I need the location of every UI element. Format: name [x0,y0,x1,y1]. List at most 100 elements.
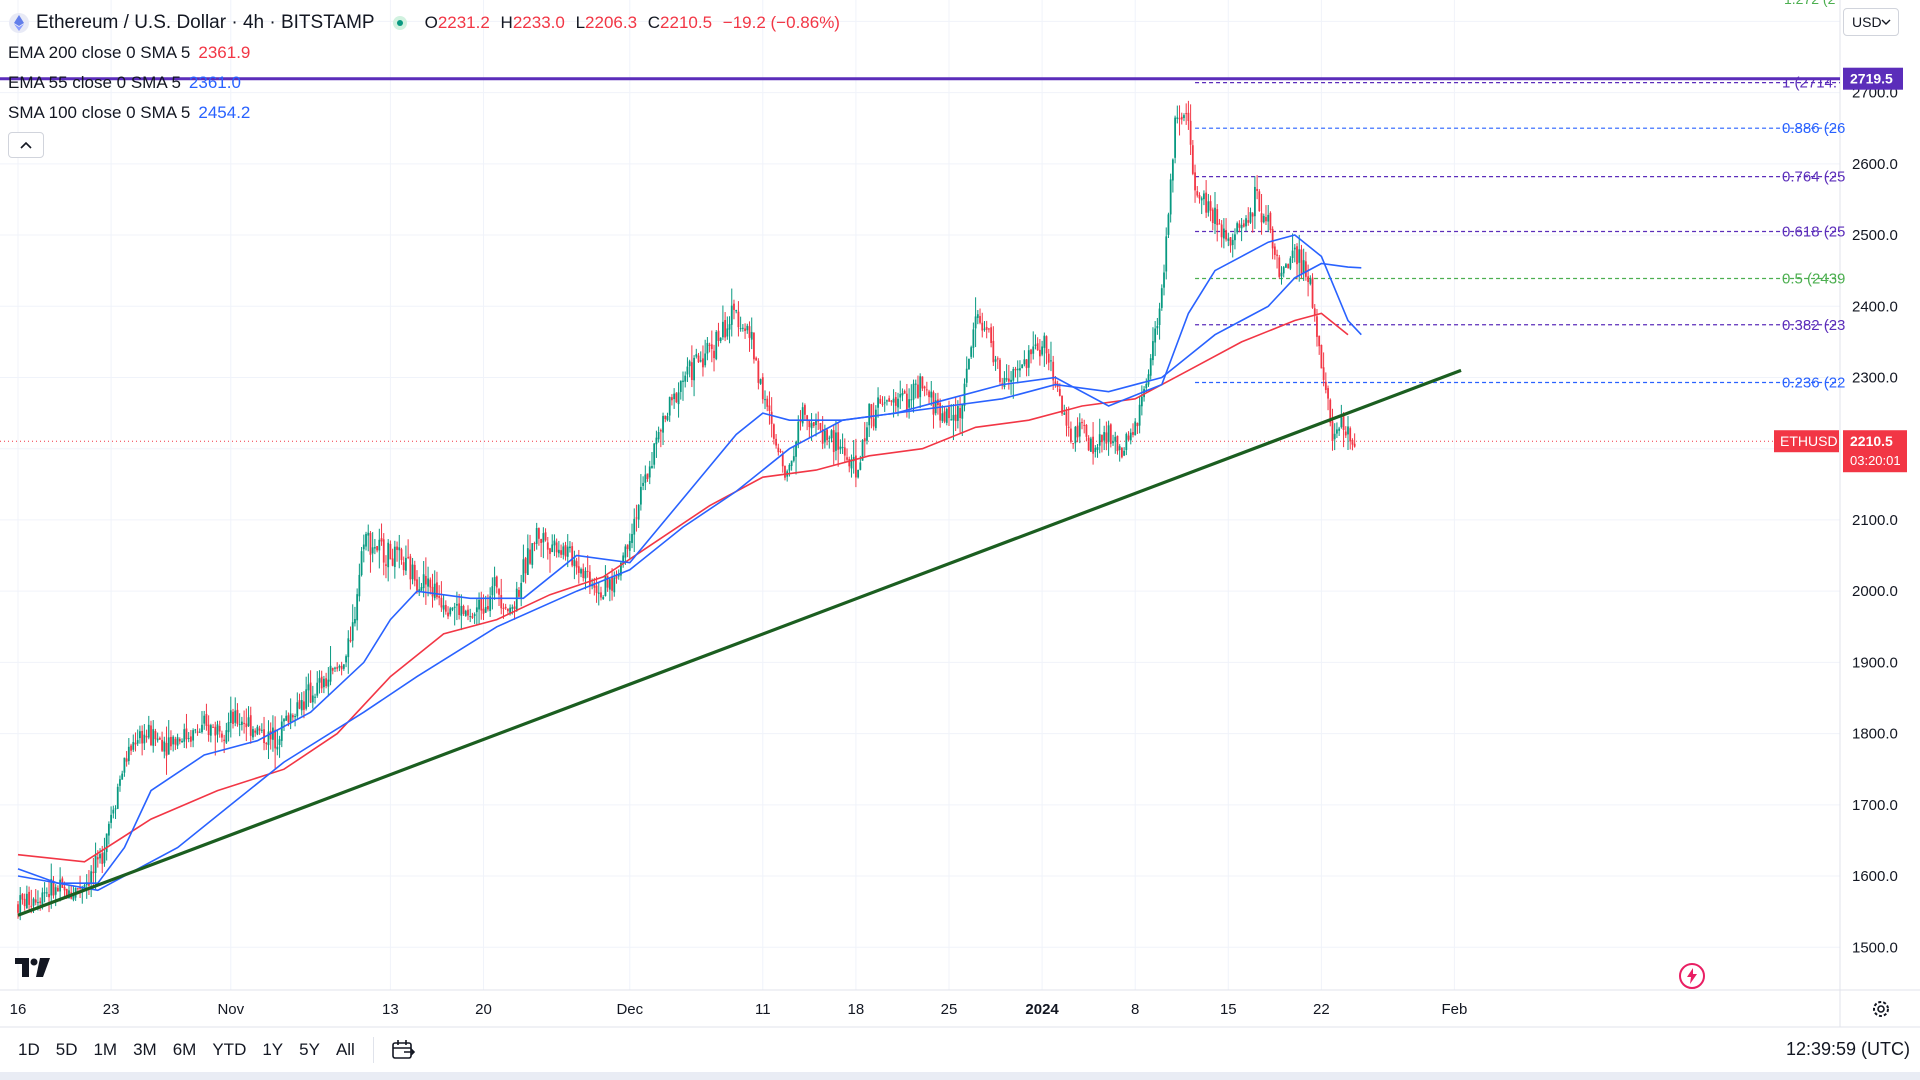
candle-body [1196,191,1199,196]
candle [1269,211,1272,234]
candle-body [1214,207,1216,224]
indicator-row-ema200[interactable]: EMA 200 close 0 SMA 5 2361.9 [8,38,846,68]
legend-collapse-button[interactable] [8,132,44,158]
candle [883,396,886,412]
candle [1307,264,1309,297]
market-status-icon[interactable] [392,16,407,30]
candle-body [1098,434,1101,446]
candle-body [819,422,822,430]
candle [905,383,908,418]
candle-body [178,738,181,742]
candle [227,712,230,742]
candle [1114,431,1117,454]
candle [85,874,88,899]
candle-body [28,891,30,905]
range-1m-button[interactable]: 1M [93,1040,118,1059]
candle [912,379,915,413]
candle [245,708,248,742]
candle [690,345,693,388]
candle [280,715,283,748]
candle [673,388,676,409]
candle-body [611,577,613,591]
indicator-row-ema55[interactable]: EMA 55 close 0 SMA 5 2361.0 [8,68,846,98]
candle [835,419,837,461]
candle [770,397,773,438]
candle-body [127,746,130,762]
candle-body [1156,325,1159,329]
candle [768,391,771,425]
range-ytd-button[interactable]: YTD [212,1040,247,1059]
lightning-icon[interactable] [1678,962,1706,990]
candle [801,402,804,427]
indicator-row-sma100[interactable]: SMA 100 close 0 SMA 5 2454.2 [8,98,846,128]
tradingview-logo[interactable] [14,955,54,979]
candle [994,355,997,371]
candle-body [573,559,576,567]
indicator-value: 2454.2 [198,103,251,122]
candle [1085,424,1088,442]
candle [43,882,46,903]
range-1y-button[interactable]: 1Y [262,1040,284,1059]
range-3m-button[interactable]: 3M [133,1040,157,1059]
candle-body [498,589,500,595]
candle [737,301,740,337]
fib-label: 1.272 (2 [1784,0,1836,7]
currency-select[interactable]: USD [1843,8,1899,36]
candle-body [970,347,973,357]
calendar-goto-icon[interactable] [390,1038,416,1062]
candle [345,654,347,668]
candle-body [1116,435,1119,452]
candle-body [134,742,137,745]
candle-body [679,380,682,392]
candle [462,604,465,616]
candle-body [25,893,28,909]
candle-body [416,579,418,591]
candle [1185,103,1188,125]
candle [874,405,877,431]
candle-body [442,605,445,610]
utc-clock[interactable]: 12:39:59 (UTC) [1785,1039,1910,1059]
candle-body [1227,238,1230,241]
candle-body [471,616,474,618]
price-tag-text: 2210.5 [1850,433,1893,449]
open-value: 2231.2 [437,13,490,32]
candle-body [143,734,146,744]
gear-icon[interactable] [1870,998,1892,1020]
candle-body [347,638,350,658]
range-all-button[interactable]: All [335,1040,355,1059]
range-6m-button[interactable]: 6M [172,1040,197,1059]
candle [298,693,301,710]
candle-body [287,715,290,723]
candle-body [952,414,955,421]
candle-body [351,622,354,641]
candle-body [1338,428,1341,431]
candle-body [318,678,321,683]
time-axis: 16 23 Nov 13 20 Dec 11 18 25 2024 8 15 22 Feb [10,1001,1468,1018]
candle-body [1205,192,1208,213]
candle-body [830,430,833,439]
candle [1293,244,1296,263]
candle-body [806,415,809,420]
candle [1030,348,1032,364]
candle [546,536,549,560]
candle [1147,369,1150,387]
candle-body [589,571,591,587]
candle [728,316,731,344]
candle [127,738,130,765]
candle-body [1032,346,1035,354]
candle-body [154,731,157,740]
symbol-row[interactable]: Ethereum / U.S. Dollar · 4h · BITSTAMP O… [8,8,846,38]
candle [504,603,507,610]
candle-body [429,579,432,588]
candle [336,662,339,672]
candle-body [174,738,177,745]
candle-body [566,546,569,557]
candle [52,876,55,899]
range-5d-button[interactable]: 5D [55,1040,78,1059]
candle-body [48,893,50,898]
range-5y-button[interactable]: 5Y [299,1040,320,1059]
symbol-tag-box [1774,430,1839,453]
candle [564,541,567,561]
range-1d-button[interactable]: 1D [18,1040,40,1059]
